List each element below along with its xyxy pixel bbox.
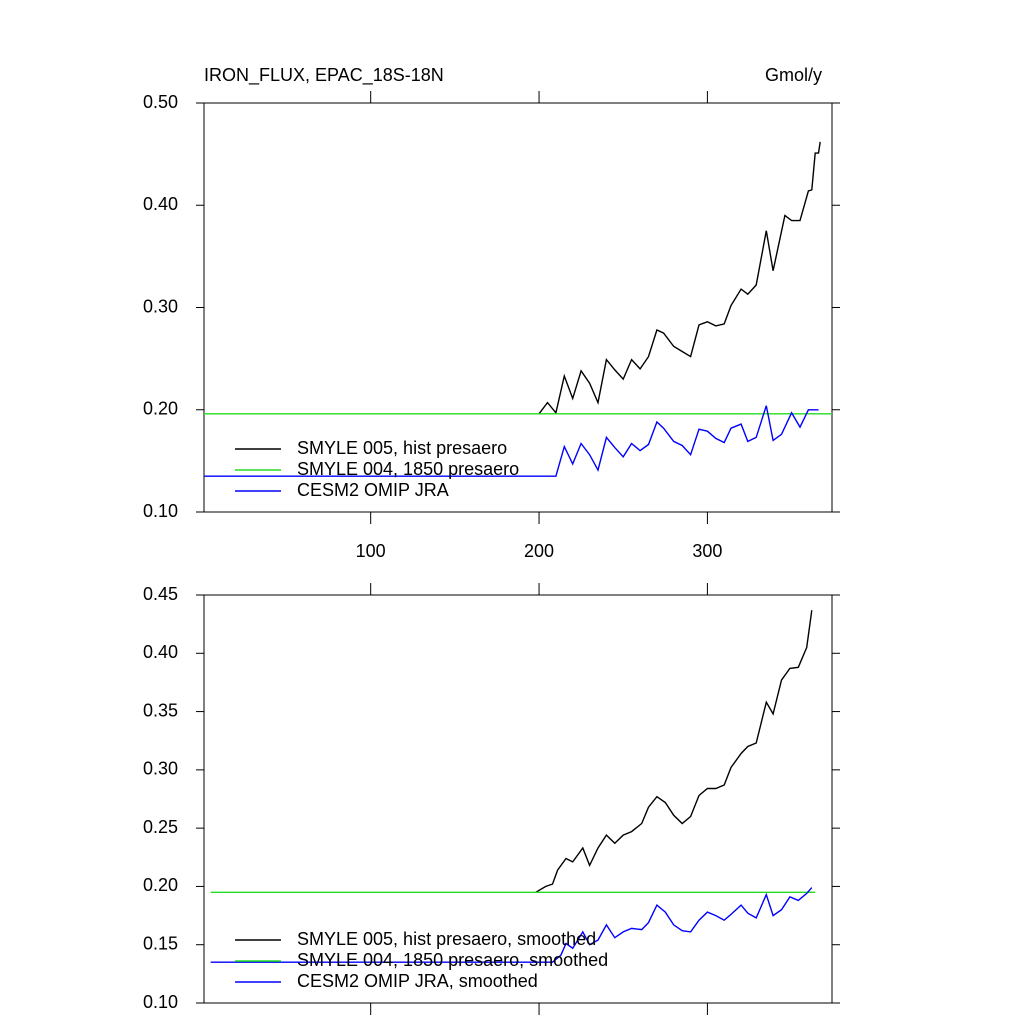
series-line: [204, 405, 819, 477]
x-tick-label: 100: [356, 541, 386, 561]
y-tick-label: 0.10: [143, 992, 178, 1012]
series-line: [535, 610, 813, 893]
y-tick-label: 0.20: [143, 399, 178, 419]
y-tick-label: 0.30: [143, 296, 178, 316]
x-tick-label: 300: [692, 541, 722, 561]
y-tick-label: 0.25: [143, 817, 178, 837]
legend-label: CESM2 OMIP JRA: [297, 480, 449, 500]
legend-label: SMYLE 004, 1850 presaero: [297, 459, 519, 479]
y-tick-label: 0.10: [143, 501, 178, 521]
legend-label: SMYLE 004, 1850 presaero, smoothed: [297, 950, 608, 970]
legend-label: SMYLE 005, hist presaero, smoothed: [297, 929, 596, 949]
y-tick-label: 0.45: [143, 584, 178, 604]
plot-frame: [203, 594, 833, 1004]
units-label: Gmol/y: [765, 65, 822, 85]
y-tick-label: 0.15: [143, 933, 178, 953]
y-tick-label: 0.30: [143, 759, 178, 779]
legend-label: CESM2 OMIP JRA, smoothed: [297, 971, 538, 991]
y-tick-label: 0.35: [143, 700, 178, 720]
y-tick-label: 0.20: [143, 875, 178, 895]
y-tick-label: 0.40: [143, 642, 178, 662]
y-tick-label: 0.50: [143, 92, 178, 112]
x-tick-label: 200: [524, 541, 554, 561]
legend-label: SMYLE 005, hist presaero: [297, 438, 507, 458]
y-tick-label: 0.40: [143, 194, 178, 214]
series-line: [538, 141, 821, 415]
series-line: [210, 887, 813, 963]
chart-title: IRON_FLUX, EPAC_18S-18N: [204, 65, 444, 86]
